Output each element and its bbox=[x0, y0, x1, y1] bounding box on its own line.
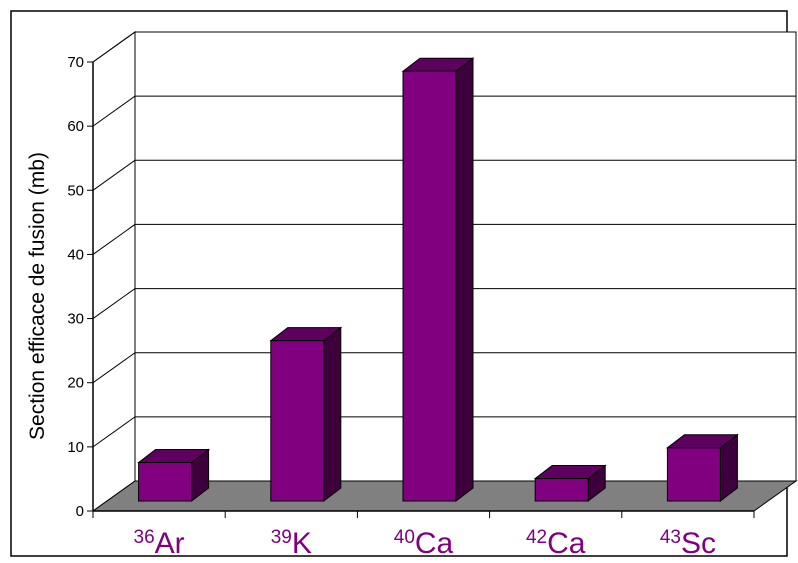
y-axis-label: Section efficace de fusion (mb) bbox=[26, 152, 49, 440]
y-tick-labels: 0 10 20 30 40 50 60 70 bbox=[67, 54, 84, 520]
bar-front bbox=[666, 447, 721, 502]
element-symbol: Ca bbox=[547, 527, 586, 560]
gridline bbox=[92, 288, 796, 319]
x-tick-label: 42Ca bbox=[526, 527, 586, 560]
mass-number: 43 bbox=[660, 527, 681, 548]
bars bbox=[137, 57, 739, 503]
mass-number: 40 bbox=[394, 527, 415, 548]
element-symbol: Ca bbox=[415, 527, 454, 560]
bar-front bbox=[402, 70, 457, 502]
bar bbox=[269, 326, 343, 503]
gridline bbox=[92, 223, 796, 255]
gridlines bbox=[92, 31, 796, 448]
element-symbol: Sc bbox=[681, 527, 716, 560]
mass-number: 39 bbox=[271, 527, 292, 548]
bar-front bbox=[138, 462, 193, 502]
gridline bbox=[92, 95, 796, 127]
bar-front bbox=[270, 340, 325, 502]
x-tick-label: 39K bbox=[271, 527, 312, 560]
bar-side bbox=[455, 57, 474, 503]
gridline bbox=[92, 416, 796, 448]
y-tick-label: 70 bbox=[67, 54, 84, 71]
bar-side bbox=[323, 326, 342, 503]
x-tick-label: 43Sc bbox=[660, 527, 716, 560]
bar bbox=[665, 433, 739, 503]
x-tick-label: 36Ar bbox=[134, 527, 185, 560]
gridline bbox=[92, 31, 796, 63]
side-wall bbox=[92, 31, 136, 512]
bar-front bbox=[534, 478, 589, 502]
gridline bbox=[92, 352, 796, 384]
y-tick-label: 0 bbox=[76, 503, 84, 520]
y-tick-label: 50 bbox=[67, 182, 84, 199]
mass-number: 36 bbox=[134, 527, 155, 548]
bar bbox=[137, 448, 211, 503]
y-tick-label: 10 bbox=[67, 439, 84, 456]
y-tick-label: 40 bbox=[67, 246, 84, 263]
y-tick-label: 20 bbox=[67, 375, 84, 392]
y-tick-label: 60 bbox=[67, 118, 84, 135]
y-tick-label: 30 bbox=[67, 311, 84, 328]
mass-number: 42 bbox=[526, 527, 547, 548]
element-symbol: Ar bbox=[155, 527, 185, 560]
gridline bbox=[92, 159, 796, 191]
x-tick-labels: 36Ar 39K 40Ca 42Ca 43Sc bbox=[134, 527, 716, 560]
y-axis bbox=[87, 61, 755, 518]
bar bbox=[533, 464, 607, 503]
bar bbox=[401, 57, 475, 503]
x-tick-label: 40Ca bbox=[394, 527, 454, 560]
element-symbol: K bbox=[292, 527, 312, 560]
